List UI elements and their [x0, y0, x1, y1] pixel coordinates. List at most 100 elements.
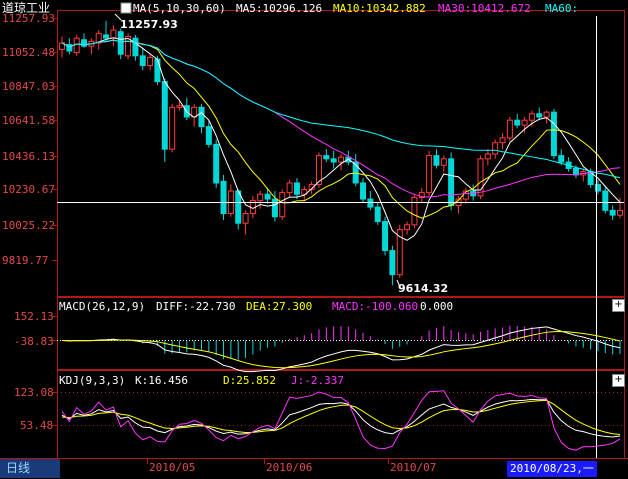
high-annotation: 11257.93 [114, 13, 178, 31]
candle-body [81, 39, 88, 47]
candle-body [492, 142, 499, 155]
candle-body [176, 105, 183, 108]
kdj-y-tick: 123.08 [14, 386, 54, 399]
ma-label: MA(5,10,30,60) [133, 2, 226, 15]
candle-body [110, 29, 117, 39]
candle-body [338, 156, 344, 163]
y-tick: 9819.77 [2, 254, 48, 267]
candle-body [315, 155, 322, 186]
ma10-line [61, 39, 621, 219]
y-tick: 10230.67 [2, 183, 55, 196]
candle-body [536, 113, 543, 118]
macd-lines [61, 326, 621, 373]
d-line [61, 399, 621, 435]
candle-body [433, 155, 440, 166]
candle-body [66, 44, 73, 52]
svg-text:MACD:-100.060: MACD:-100.060 [332, 300, 418, 313]
kdj-expand-button[interactable]: + [612, 374, 625, 387]
candle-body [448, 158, 455, 206]
macd-expand-button[interactable]: + [612, 299, 625, 312]
candle-body [323, 155, 330, 160]
candle-body [286, 182, 293, 194]
candle-body [617, 209, 623, 216]
candle-body [418, 192, 425, 198]
ma10-value: MA10:10342.882 [333, 2, 426, 15]
candle-body [271, 198, 278, 218]
candle-body [213, 143, 220, 184]
candle-body [301, 188, 308, 195]
dea-line [61, 331, 621, 369]
candle-body [125, 36, 132, 57]
candle-body [117, 31, 124, 55]
candle-body [293, 182, 300, 195]
y-tick: 10641.58 [2, 114, 55, 127]
candle-body [235, 190, 242, 224]
candle-body [220, 180, 227, 215]
x-tick: 2010/06 [266, 461, 312, 474]
k-line [61, 398, 621, 438]
x-tick: 2010/05 [149, 461, 195, 474]
kdj-legend: KDJ(9,3,3) K:16.456 D:25.852 J:-2.337 [59, 374, 344, 387]
svg-text:MACD(26,12,9): MACD(26,12,9) [59, 300, 145, 313]
candle-body [132, 37, 139, 57]
candle-body [411, 196, 418, 226]
candle-body [484, 153, 491, 160]
main-legend: 道琼工业 MA(5,10,30,60) MA5:10296.126 MA10:1… [2, 0, 578, 15]
ma5-line [61, 37, 621, 241]
ma60-line [61, 39, 621, 179]
ma30-value: MA30:10412.672 [438, 2, 531, 15]
candle-body [198, 106, 205, 128]
candle-body [602, 190, 609, 211]
kdj-y-tick: 53.48 [20, 419, 53, 432]
candle-body [389, 250, 396, 276]
candle-body [404, 224, 411, 231]
candle-body [73, 37, 80, 54]
candle-body [169, 106, 176, 150]
ma60-value: MA60: [545, 2, 578, 15]
y-tick: 10847.03 [2, 80, 55, 93]
svg-text:J:-2.337: J:-2.337 [291, 374, 344, 387]
period-tab-daily[interactable]: 日线 [0, 459, 60, 478]
macd-y-tick: 152.13 [14, 310, 54, 323]
candle-body [279, 192, 286, 218]
instrument-name: 道琼工业 [2, 0, 50, 15]
candlesticks [59, 20, 623, 286]
candle-body [514, 119, 521, 126]
candle-body [242, 213, 249, 224]
macd-panel-frame [57, 297, 625, 370]
svg-text:0.000: 0.000 [420, 300, 453, 313]
candle-body [367, 198, 374, 208]
candle-body [499, 137, 506, 144]
y-tick: 11052.48 [2, 46, 55, 59]
low-annotation: 9614.32 [396, 279, 448, 295]
candle-body [95, 32, 102, 44]
candle-body [426, 155, 433, 194]
ma-lines [61, 37, 621, 241]
candle-body [147, 56, 154, 66]
macd-y-tick: -38.83 [14, 335, 54, 348]
candle-body [521, 119, 528, 126]
diff-line [61, 326, 621, 373]
ma5-value: MA5:10296.126 [236, 2, 322, 15]
candle-body [139, 55, 146, 66]
svg-text:DIFF:-22.730: DIFF:-22.730 [156, 300, 235, 313]
ma-toggle-icon[interactable] [120, 2, 132, 14]
candle-body [528, 113, 535, 121]
svg-text:9614.32: 9614.32 [398, 282, 448, 295]
candle-body [161, 81, 168, 150]
candle-body [609, 209, 616, 216]
candle-body [257, 193, 264, 202]
y-tick: 11257.93 [2, 12, 55, 25]
candle-body [382, 221, 389, 252]
candle-body [572, 167, 579, 176]
y-tick: 10436.13 [2, 150, 55, 163]
svg-text:D:25.852: D:25.852 [223, 374, 276, 387]
candle-body [396, 229, 403, 276]
cursor-date-readout: 2010/08/23,一 [507, 461, 597, 477]
macd-legend: MACD(26,12,9) DIFF:-22.730 DEA:27.300 MA… [59, 300, 453, 313]
candle-body [205, 126, 212, 145]
candle-body [594, 184, 601, 192]
svg-text:DEA:27.300: DEA:27.300 [246, 300, 312, 313]
x-tick: 2010/07 [390, 461, 436, 474]
